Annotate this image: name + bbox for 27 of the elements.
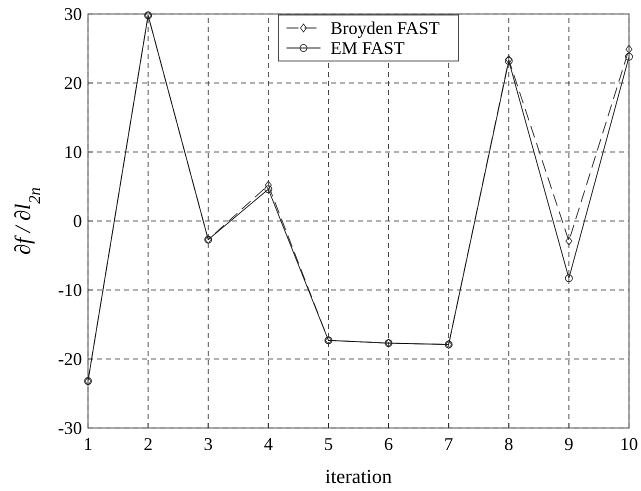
point (504, 57, 513, 65)
y-tick-label: 30 (64, 4, 82, 24)
x-tick-label: 7 (444, 434, 454, 454)
y-tick-label: -20 (58, 349, 82, 369)
x-tick-label: 9 (564, 434, 574, 454)
point (625, 52, 633, 61)
x-tick-label: 10 (620, 434, 638, 454)
point (264, 185, 272, 194)
x-tick-label: 1 (84, 434, 92, 454)
x-tick-label: 2 (144, 434, 153, 454)
x-axis-title: iteration (325, 466, 392, 488)
x-tick-label: 8 (504, 434, 514, 454)
y-tick-label: 20 (64, 73, 82, 93)
x-tick-label: 5 (324, 434, 333, 454)
x-tick-label: 6 (384, 434, 394, 454)
point (564, 274, 573, 282)
y-tick-label: 10 (64, 142, 82, 162)
point (264, 180, 272, 190)
y-tick-label: -30 (58, 418, 82, 438)
x-tick-label: 4 (264, 434, 273, 454)
y-tick-label: -10 (58, 280, 82, 300)
point (626, 44, 632, 54)
legend-label: Broyden FAST (330, 18, 440, 38)
y-tick-label: 0 (73, 211, 82, 231)
point (565, 236, 572, 246)
legend-label: EM FAST (330, 38, 405, 58)
x-tick-label: 3 (204, 434, 213, 454)
